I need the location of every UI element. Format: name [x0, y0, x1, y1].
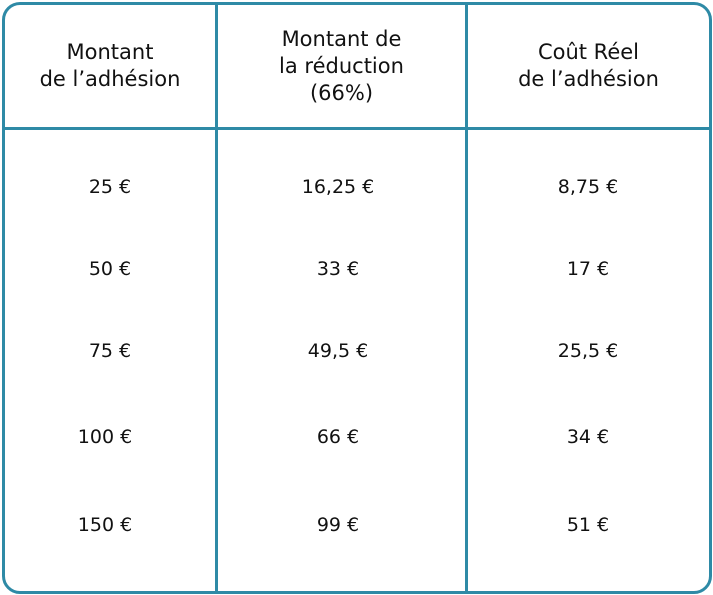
- cell-amount: 50 €: [88, 258, 132, 280]
- cell-real-cost: 34 €: [566, 426, 610, 448]
- cell-real-cost: 8,75 €: [557, 176, 619, 198]
- cell-real-cost: 25,5 €: [557, 340, 619, 362]
- header-real-cost: Coût Réel de l’adhésion: [518, 40, 659, 91]
- cell-real-cost: 17 €: [566, 258, 610, 280]
- cell-amount: 150 €: [77, 514, 133, 536]
- cell-reduction: 99 €: [316, 514, 360, 536]
- cell-reduction: 33 €: [316, 258, 360, 280]
- cell-reduction: 49,5 €: [307, 340, 369, 362]
- cell-reduction: 16,25 €: [301, 176, 375, 198]
- column-divider-1: [215, 5, 218, 591]
- cell-amount: 100 €: [77, 426, 133, 448]
- cell-amount: 75 €: [88, 340, 132, 362]
- header-divider: [5, 127, 709, 130]
- header-reduction-amount: Montant de la réduction (66%): [279, 26, 404, 105]
- cell-amount: 25 €: [88, 176, 132, 198]
- cell-reduction: 66 €: [316, 426, 360, 448]
- column-divider-2: [465, 5, 468, 591]
- cell-real-cost: 51 €: [566, 514, 610, 536]
- header-membership-amount: Montant de l’adhésion: [39, 40, 181, 91]
